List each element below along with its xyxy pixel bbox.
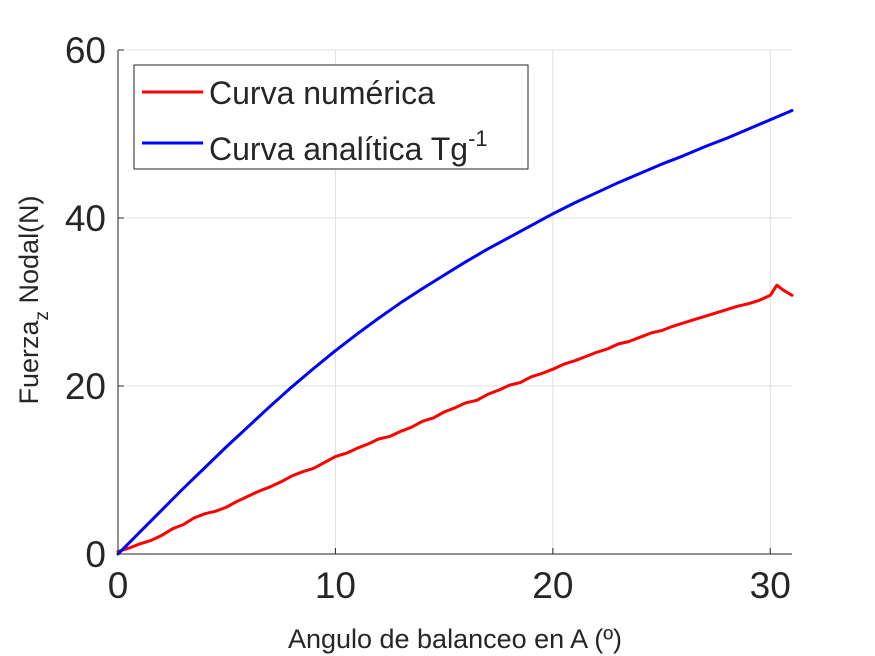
x-axis-label: Angulo de balanceo en A (º) xyxy=(288,624,622,654)
y-axis-label: Fuerzaz Nodal(N) xyxy=(14,195,53,404)
y-axis-label-main: Fuerza xyxy=(14,320,44,405)
x-tick-label: 0 xyxy=(108,565,129,606)
y-tick-label: 0 xyxy=(85,534,106,575)
series-line-analitica xyxy=(116,109,794,556)
tick-labels: 0 10 20 30 0 20 40 60 xyxy=(65,30,791,606)
y-tick-label: 40 xyxy=(65,198,106,239)
x-tick-label: 30 xyxy=(750,565,791,606)
legend-label-numerica: Curva numérica xyxy=(209,75,435,111)
legend-label-analitica-superscript: -1 xyxy=(468,126,488,151)
legend-label-analitica-main: Curva analítica Tg xyxy=(209,131,468,167)
series-layer xyxy=(116,109,794,556)
series-line-numerica xyxy=(116,283,794,553)
y-axis-label-suffix: Nodal(N) xyxy=(14,195,44,311)
x-tick-label: 20 xyxy=(532,565,573,606)
y-tick-label: 60 xyxy=(65,30,106,71)
axes xyxy=(117,49,792,555)
legend-box xyxy=(133,64,529,170)
y-axis-label-subscript: z xyxy=(32,311,53,321)
x-tick-label: 10 xyxy=(315,565,356,606)
y-tick-label: 20 xyxy=(65,366,106,407)
legend: Curva numérica Curva analítica Tg-1 xyxy=(133,64,529,170)
legend-label-analitica: Curva analítica Tg-1 xyxy=(209,126,488,167)
